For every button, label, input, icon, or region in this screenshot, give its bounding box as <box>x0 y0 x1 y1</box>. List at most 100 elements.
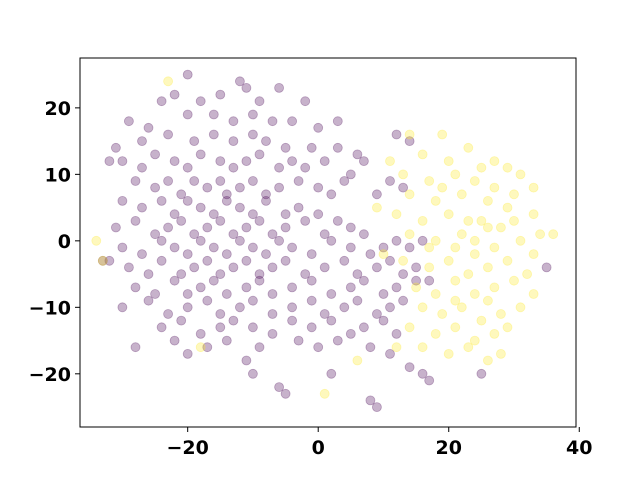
scatter-point <box>358 275 369 286</box>
scatter-point <box>150 182 161 193</box>
scatter-point <box>130 176 141 186</box>
scatter-point <box>163 129 174 140</box>
scatter-point <box>541 262 552 273</box>
scatter-point <box>509 189 519 200</box>
scatter-point <box>280 255 291 266</box>
scatter-point <box>274 382 285 393</box>
scatter-point <box>117 156 128 167</box>
scatter-point <box>385 302 395 313</box>
scatter-point <box>326 189 337 200</box>
scatter-point <box>371 402 382 413</box>
scatter-point <box>495 309 506 319</box>
scatter-point <box>189 229 200 240</box>
scatter-point <box>287 242 298 253</box>
scatter-point <box>469 335 480 346</box>
scatter-point <box>300 96 311 107</box>
scatter-point <box>424 262 435 273</box>
scatter-point <box>398 269 409 280</box>
scatter-point <box>326 315 337 326</box>
scatter-point <box>247 129 258 140</box>
scatter-point <box>182 195 193 206</box>
scatter-point <box>489 242 500 253</box>
scatter-point <box>202 295 213 306</box>
scatter-point <box>535 229 545 240</box>
scatter-point <box>293 176 304 186</box>
scatter-point <box>287 116 298 127</box>
scatter-point <box>365 342 376 353</box>
scatter-point <box>443 255 454 266</box>
scatter-point <box>247 295 258 306</box>
scatter-point <box>404 322 415 333</box>
scatter-point <box>287 302 298 313</box>
scatter-point <box>430 328 441 339</box>
points-layer <box>91 69 559 413</box>
scatter-point <box>117 242 128 253</box>
scatter-point <box>365 249 376 260</box>
scatter-point <box>385 156 395 167</box>
scatter-point <box>482 195 493 206</box>
scatter-point <box>528 182 539 193</box>
scatter-point <box>300 162 311 173</box>
scatter-point <box>254 96 265 107</box>
scatter-point <box>495 222 506 233</box>
scatter-point <box>280 222 291 233</box>
scatter-point <box>261 249 271 260</box>
series-0 <box>97 69 552 413</box>
scatter-point <box>274 235 285 246</box>
scatter-point <box>378 289 389 299</box>
scatter-point <box>241 282 252 293</box>
scatter-point <box>215 309 226 319</box>
scatter-point <box>293 202 304 213</box>
scatter-point <box>293 335 304 346</box>
scatter-point <box>202 255 213 266</box>
scatter-point <box>208 209 219 220</box>
scatter-point <box>117 302 128 313</box>
scatter-point <box>208 129 219 140</box>
scatter-point <box>404 129 415 140</box>
scatter-point <box>169 242 180 253</box>
scatter-point <box>417 368 428 379</box>
scatter-point <box>247 109 258 120</box>
scatter-point <box>528 249 539 260</box>
scatter-point <box>437 182 448 193</box>
scatter-point <box>469 249 480 260</box>
scatter-point <box>443 348 454 359</box>
scatter-point <box>195 342 206 353</box>
scatter-point <box>215 269 226 280</box>
scatter-point <box>182 69 193 80</box>
scatter-point <box>143 122 154 133</box>
scatter-point <box>195 149 206 160</box>
scatter-point <box>163 176 174 186</box>
scatter-point <box>319 229 330 240</box>
scatter-point <box>345 282 356 293</box>
scatter-point <box>306 249 317 260</box>
scatter-point <box>195 96 206 107</box>
scatter-point <box>137 136 147 147</box>
scatter-point <box>130 215 141 226</box>
scatter-point <box>202 222 213 233</box>
scatter-point <box>215 176 226 186</box>
scatter-point <box>221 249 232 260</box>
scatter-point <box>391 328 402 339</box>
scatter-point <box>398 182 409 193</box>
scatter-point <box>254 342 265 353</box>
scatter-point <box>430 289 441 299</box>
scatter-point <box>378 242 389 253</box>
scatter-point <box>482 295 493 306</box>
scatter-point <box>91 235 102 246</box>
scatter-point <box>450 242 461 253</box>
scatter-point <box>156 322 167 333</box>
scatter-point <box>548 229 559 240</box>
scatter-point <box>417 235 428 246</box>
plot-frame <box>79 57 577 428</box>
scatter-point <box>221 289 232 299</box>
scatter-point <box>267 309 278 319</box>
scatter-point <box>391 209 402 220</box>
scatter-point <box>476 315 487 326</box>
scatter-point <box>326 368 337 379</box>
scatter-point <box>182 289 193 299</box>
scatter-point <box>143 269 154 280</box>
scatter-point <box>398 169 409 180</box>
scatter-point <box>182 249 193 260</box>
scatter-point <box>267 116 278 127</box>
